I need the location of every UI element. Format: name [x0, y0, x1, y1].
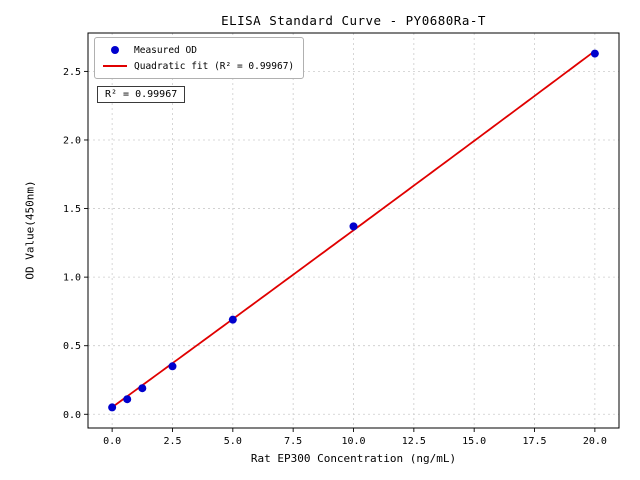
svg-text:12.5: 12.5	[402, 436, 426, 447]
legend-entry-quadratic-fit: Quadratic fit (R² = 0.99967)	[101, 58, 294, 74]
svg-text:0.0: 0.0	[63, 410, 81, 421]
svg-text:20.0: 20.0	[583, 436, 607, 447]
svg-text:15.0: 15.0	[462, 436, 486, 447]
legend-label-measured-od: Measured OD	[134, 44, 197, 56]
svg-text:2.5: 2.5	[63, 67, 81, 78]
svg-text:1.5: 1.5	[63, 204, 81, 215]
svg-text:5.0: 5.0	[224, 436, 242, 447]
fit-line-marker-icon	[101, 65, 129, 67]
svg-text:1.0: 1.0	[63, 273, 81, 284]
svg-text:0.0: 0.0	[103, 436, 121, 447]
scatter-dot-marker-icon	[101, 46, 129, 54]
r-squared-annotation: R² = 0.99967	[97, 86, 186, 103]
chart-title: ELISA Standard Curve - PY0680Ra-T	[221, 13, 486, 28]
svg-text:17.5: 17.5	[522, 436, 546, 447]
svg-text:0.5: 0.5	[63, 341, 81, 352]
legend-label-quadratic-fit: Quadratic fit (R² = 0.99967)	[134, 60, 295, 72]
svg-text:10.0: 10.0	[341, 436, 365, 447]
legend: Measured OD Quadratic fit (R² = 0.99967)	[94, 37, 305, 79]
svg-text:2.0: 2.0	[63, 135, 81, 146]
svg-text:2.5: 2.5	[163, 436, 181, 447]
x-axis-label: Rat EP300 Concentration (ng/mL)	[250, 452, 457, 465]
svg-text:7.5: 7.5	[284, 436, 302, 447]
y-axis-label: OD Value(450nm)	[23, 180, 37, 280]
legend-entry-measured-od: Measured OD	[101, 42, 294, 58]
